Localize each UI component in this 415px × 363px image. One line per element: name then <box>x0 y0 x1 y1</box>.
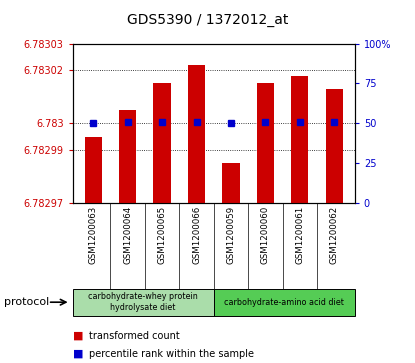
Text: GSM1200065: GSM1200065 <box>158 206 166 264</box>
Text: GSM1200066: GSM1200066 <box>192 206 201 264</box>
Text: ■: ■ <box>73 331 83 341</box>
Text: GSM1200062: GSM1200062 <box>330 206 339 264</box>
Text: GDS5390 / 1372012_at: GDS5390 / 1372012_at <box>127 13 288 27</box>
Text: GSM1200061: GSM1200061 <box>295 206 304 264</box>
FancyBboxPatch shape <box>73 289 214 316</box>
Text: carbohydrate-whey protein
hydrolysate diet: carbohydrate-whey protein hydrolysate di… <box>88 293 198 312</box>
Text: protocol: protocol <box>4 297 49 307</box>
Bar <box>222 163 239 203</box>
Bar <box>154 83 171 203</box>
Text: GSM1200059: GSM1200059 <box>227 206 235 264</box>
Text: GSM1200064: GSM1200064 <box>123 206 132 264</box>
Text: GSM1200060: GSM1200060 <box>261 206 270 264</box>
Bar <box>188 65 205 203</box>
Bar <box>326 89 343 203</box>
Text: ■: ■ <box>73 349 83 359</box>
Bar <box>291 76 308 203</box>
Text: transformed count: transformed count <box>89 331 180 341</box>
Text: GSM1200063: GSM1200063 <box>89 206 98 264</box>
Text: carbohydrate-amino acid diet: carbohydrate-amino acid diet <box>225 298 344 307</box>
Bar <box>257 83 274 203</box>
Text: percentile rank within the sample: percentile rank within the sample <box>89 349 254 359</box>
FancyBboxPatch shape <box>214 289 355 316</box>
Bar <box>119 110 136 203</box>
Bar <box>85 137 102 203</box>
